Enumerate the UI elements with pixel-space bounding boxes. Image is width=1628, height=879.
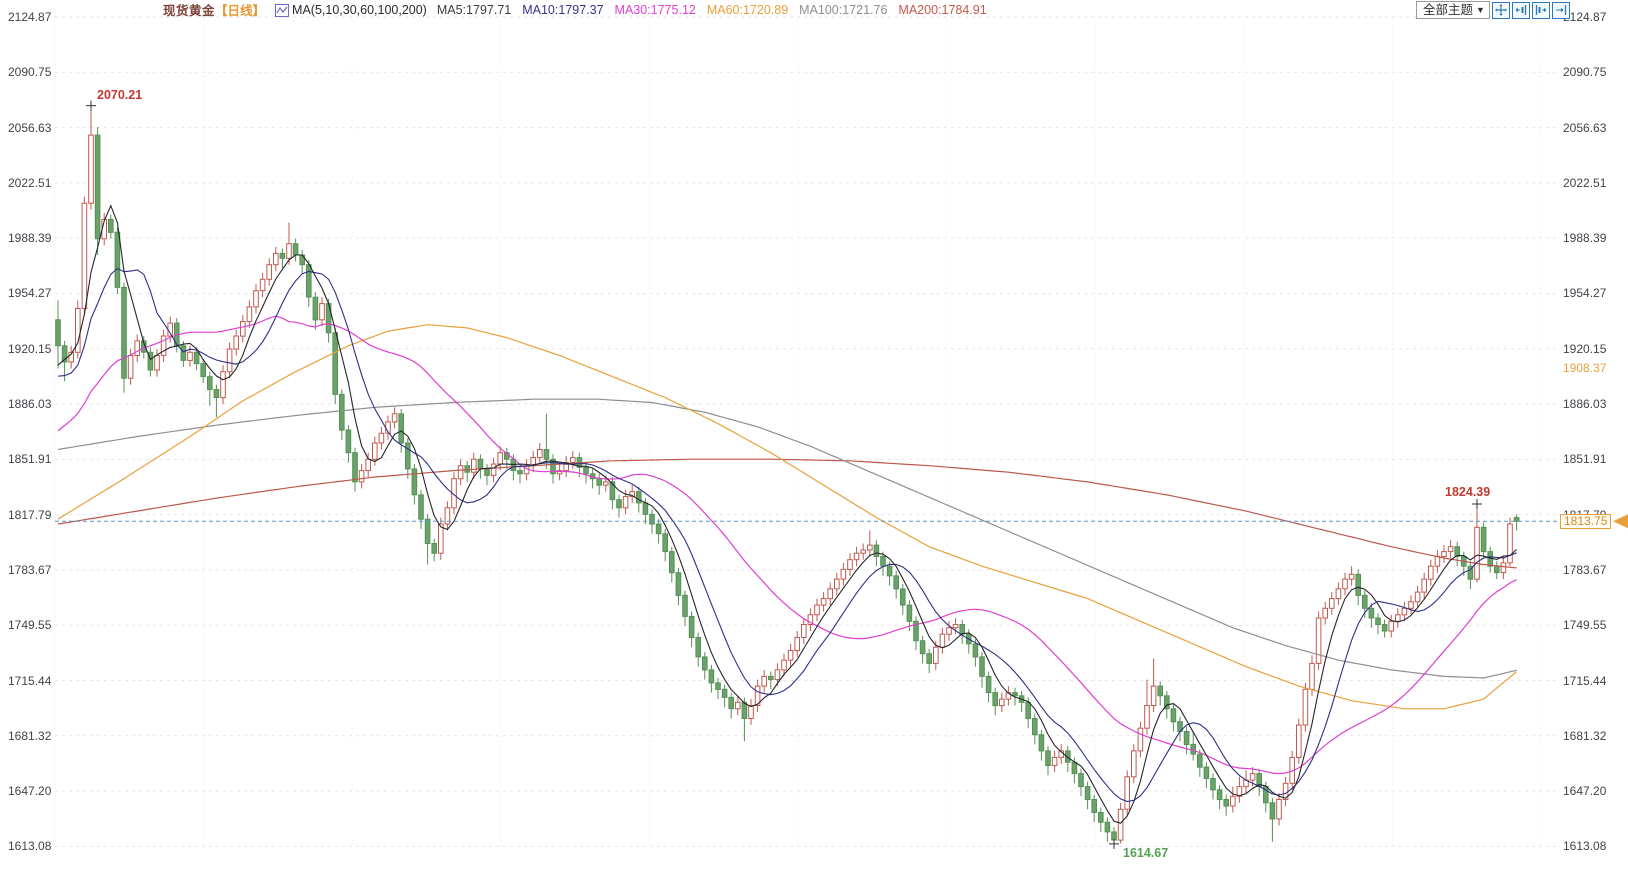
- axis-tick-label: 2124.87: [8, 10, 52, 24]
- axis-tick-label: 1988.39: [1563, 231, 1607, 246]
- axis-tick-label: 1886.03: [8, 397, 52, 412]
- chevron-down-icon: ▼: [1476, 4, 1485, 15]
- axis-tick-label: 2022.51: [8, 175, 52, 190]
- ma-legend-item: MA200:1784.91: [898, 2, 987, 17]
- low-annotation: 1614.67: [1123, 845, 1169, 860]
- alert-price-label: 1908.37: [1563, 360, 1607, 375]
- jump-to-latest-icon[interactable]: [1551, 1, 1570, 19]
- axis-tick-label: 2090.75: [8, 65, 52, 80]
- scroll-right-icon[interactable]: [1531, 1, 1550, 19]
- ma-group-label: MA(5,10,30,60,100,200): [292, 2, 427, 17]
- theme-dropdown-label: 全部主题: [1423, 2, 1474, 17]
- axis-tick-label: 1920.15: [1563, 341, 1607, 356]
- ma-legend: MA5:1797.71 MA10:1797.37 MA30:1775.12 MA60:…: [437, 3, 998, 17]
- axis-tick-label: 1681.32: [1563, 728, 1607, 743]
- chart-header: 现货黄金 【日线】 MA(5,10,30,60,100,200) MA5:179…: [163, 1, 998, 19]
- theme-dropdown-button[interactable]: 全部主题 ▼: [1416, 1, 1490, 19]
- axis-tick-label: 1783.67: [8, 562, 52, 577]
- recent-high-annotation: 1824.39: [1445, 484, 1491, 499]
- axis-tick-label: 1647.20: [8, 784, 52, 799]
- ma-legend-item: MA5:1797.71: [436, 2, 512, 17]
- axis-tick-label: 1954.27: [1563, 286, 1607, 301]
- grid-layer: [54, 12, 1557, 852]
- axis-tick-label: 1920.15: [8, 341, 52, 356]
- axis-tick-label: 1817.79: [8, 507, 52, 522]
- ma-lines-layer: [57, 204, 1517, 824]
- axis-tick-label: 2124.87: [1563, 10, 1607, 24]
- ma10-line: [57, 267, 1517, 803]
- period-label: 【日线】: [215, 4, 266, 18]
- crosshair-move-icon[interactable]: [1491, 1, 1510, 19]
- axis-tick-label: 1715.44: [8, 673, 52, 688]
- ma-legend-item: MA60:1720.89: [706, 2, 789, 17]
- axis-tick-label: 1851.91: [8, 452, 52, 467]
- scroll-left-icon[interactable]: [1511, 1, 1530, 19]
- ma100-line: [57, 398, 1517, 679]
- axis-tick-label: 1613.08: [1563, 839, 1607, 854]
- ma30-line: [57, 315, 1517, 775]
- axis-tick-label: 1647.20: [1563, 784, 1607, 799]
- annotation-markers-layer: [86, 100, 1482, 849]
- axis-tick-label: 1749.55: [8, 618, 52, 633]
- axis-tick-label: 1783.67: [1563, 562, 1607, 577]
- axis-tick-label: 2022.51: [1563, 175, 1607, 190]
- ma200-line: [57, 458, 1517, 569]
- high-annotation: 2070.21: [97, 87, 143, 102]
- axis-tick-label: 1749.55: [1563, 618, 1607, 633]
- axis-tick-label: 1886.03: [1563, 397, 1607, 412]
- price-arrow-icon: [1613, 514, 1628, 529]
- ma5-line: [57, 204, 1517, 824]
- axis-tick-label: 1681.32: [8, 728, 52, 743]
- ma-legend-item: MA10:1797.37: [522, 2, 604, 17]
- chart-toolbar: 全部主题 ▼: [1416, 1, 1570, 19]
- candles-layer: [55, 105, 1520, 844]
- axis-tick-label: 2056.63: [8, 120, 52, 135]
- indicator-icon[interactable]: [275, 4, 290, 17]
- symbol-title: 现货黄金: [163, 4, 216, 18]
- last-price-badge: 1813.75: [1560, 513, 1612, 529]
- ma-legend-item: MA100:1721.76: [799, 2, 888, 17]
- axis-tick-label: 1613.08: [8, 839, 52, 854]
- ma60-line: [57, 324, 1517, 710]
- ma-legend-item: MA30:1775.12: [614, 2, 696, 17]
- axis-tick-label: 2090.75: [1563, 65, 1607, 80]
- axis-tick-label: 1954.27: [8, 286, 52, 301]
- axis-tick-label: 1988.39: [8, 231, 52, 246]
- axis-tick-label: 1851.91: [1563, 452, 1607, 467]
- axis-tick-label: 1715.44: [1563, 673, 1607, 688]
- axis-tick-label: 2056.63: [1563, 120, 1607, 135]
